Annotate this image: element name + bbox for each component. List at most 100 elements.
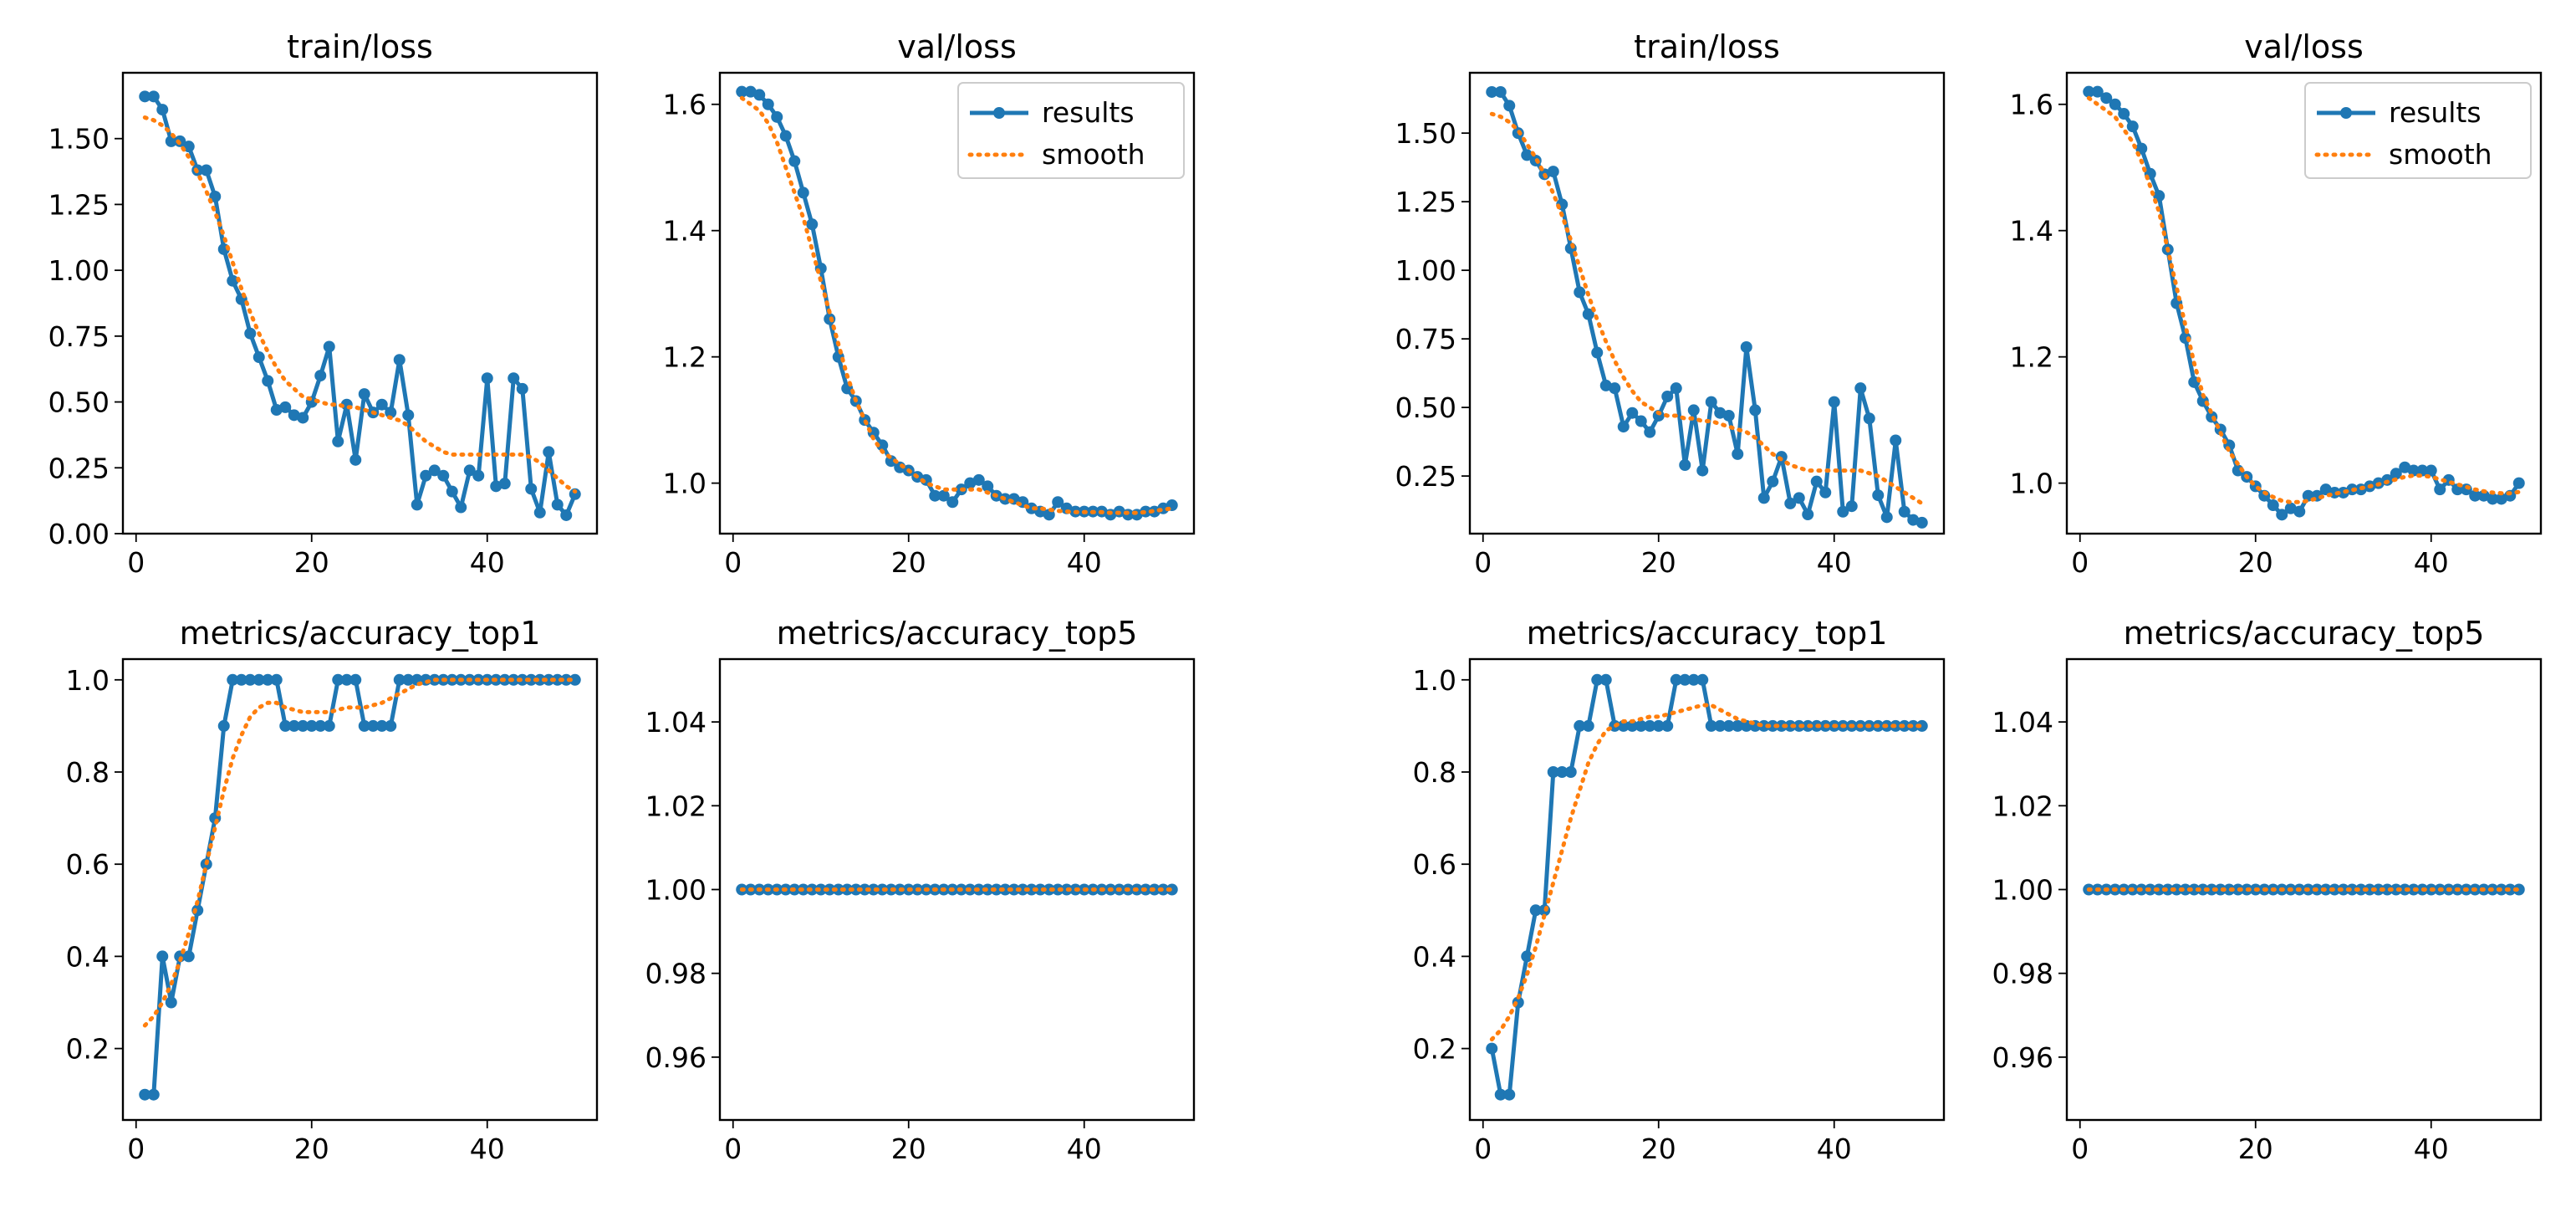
y-tick-label: 1.4 bbox=[663, 215, 706, 248]
plot-frame bbox=[718, 71, 1196, 535]
results-point bbox=[560, 673, 573, 686]
x-tick-label: 40 bbox=[1067, 1133, 1102, 1165]
results-point bbox=[2487, 493, 2499, 505]
results-point bbox=[1591, 346, 1604, 359]
results-point bbox=[525, 483, 538, 495]
y-tick-label: 0.96 bbox=[1992, 1041, 2053, 1074]
results-point bbox=[543, 446, 555, 458]
legend-smooth-label: smooth bbox=[2389, 138, 2492, 171]
results-point bbox=[1679, 673, 1691, 686]
results-point bbox=[937, 489, 950, 502]
results-point bbox=[2276, 509, 2288, 521]
chart-panel: val/loss 0 20 40 1.0 1.2 1.4 1.6 results smooth bbox=[663, 28, 1196, 579]
results-point bbox=[305, 719, 318, 732]
results-point bbox=[490, 480, 502, 493]
results-point bbox=[481, 372, 493, 385]
results-point bbox=[455, 501, 467, 514]
chart-panel: train/loss 0 20 40 0.25 0.50 0.75 1.00 1.25 1.50 bbox=[1395, 28, 1946, 579]
results-point bbox=[1828, 396, 1840, 408]
results-point bbox=[841, 883, 854, 896]
y-tick-label: 0.98 bbox=[645, 958, 706, 990]
results-point bbox=[235, 673, 247, 686]
results-point bbox=[1599, 379, 1612, 391]
results-point bbox=[393, 673, 406, 686]
x-tick-label: 20 bbox=[891, 546, 926, 579]
y-tick-label: 0.98 bbox=[1992, 958, 2053, 990]
results-point bbox=[569, 673, 581, 686]
results-point bbox=[1486, 85, 1498, 98]
results-point bbox=[1767, 719, 1779, 732]
results-point bbox=[525, 673, 538, 686]
results-point bbox=[1521, 149, 1533, 161]
results-point bbox=[1722, 409, 1735, 422]
results-point bbox=[1494, 85, 1507, 98]
y-tick-label: 0.2 bbox=[66, 1033, 110, 1066]
results-point bbox=[849, 883, 862, 896]
results-point bbox=[323, 719, 335, 732]
results-point bbox=[982, 480, 994, 493]
x-tick-label: 0 bbox=[2071, 1133, 2089, 1165]
results-point bbox=[2109, 98, 2121, 110]
results-point bbox=[1626, 407, 1639, 419]
results-point bbox=[1661, 391, 1674, 403]
y-tick-label: 0.00 bbox=[48, 518, 110, 550]
results-point bbox=[1564, 765, 1577, 778]
results-point bbox=[946, 496, 959, 509]
results-point bbox=[402, 409, 415, 422]
y-tick-label: 0.6 bbox=[66, 848, 110, 881]
y-tick-label: 1.02 bbox=[1992, 790, 2053, 822]
results-point bbox=[1626, 719, 1639, 732]
results-point bbox=[270, 404, 283, 417]
x-tick-label: 20 bbox=[294, 546, 329, 579]
results-point bbox=[279, 401, 292, 413]
x-tick-label: 20 bbox=[1641, 1133, 1676, 1165]
results-point bbox=[1574, 719, 1586, 732]
results-point bbox=[1582, 719, 1594, 732]
results-point bbox=[209, 190, 222, 202]
results-point bbox=[1503, 100, 1516, 112]
results-point bbox=[1670, 382, 1682, 395]
results-line bbox=[145, 678, 575, 1097]
results-point bbox=[2495, 493, 2507, 505]
plot-frame bbox=[1468, 657, 1946, 1122]
results-point bbox=[1740, 340, 1752, 353]
results-point bbox=[1599, 673, 1612, 686]
y-tick-label: 1.04 bbox=[645, 706, 706, 739]
chart-title: val/loss bbox=[897, 28, 1017, 65]
plot-frame bbox=[121, 71, 599, 535]
y-tick-label: 1.0 bbox=[66, 664, 110, 697]
results-point bbox=[270, 673, 283, 686]
results-point bbox=[551, 673, 564, 686]
results-point bbox=[2179, 883, 2191, 896]
results-point bbox=[1609, 382, 1621, 395]
results-point bbox=[972, 473, 985, 486]
results-point bbox=[139, 1088, 151, 1101]
y-tick-label: 1.50 bbox=[1395, 117, 1456, 150]
results-point bbox=[753, 89, 766, 101]
results-point bbox=[2083, 85, 2095, 98]
results-point bbox=[1679, 459, 1691, 472]
results-point bbox=[2399, 461, 2411, 473]
x-tick-label: 40 bbox=[2414, 546, 2449, 579]
y-tick-label: 1.0 bbox=[2010, 468, 2053, 500]
y-tick-label: 1.50 bbox=[48, 123, 110, 156]
results-point bbox=[867, 883, 880, 896]
x-tick-label: 0 bbox=[724, 546, 742, 579]
results-point bbox=[551, 499, 564, 511]
results-point bbox=[2284, 502, 2297, 514]
y-tick-label: 0.25 bbox=[1395, 460, 1456, 493]
y-tick-label: 0.75 bbox=[1395, 323, 1456, 355]
results-point bbox=[2118, 108, 2130, 120]
y-tick-label: 1.6 bbox=[2010, 89, 2053, 121]
results-point bbox=[1617, 719, 1630, 732]
plot-frame bbox=[2065, 71, 2543, 535]
results-point bbox=[332, 673, 344, 686]
y-tick-label: 0.6 bbox=[1413, 848, 1456, 881]
results-point bbox=[2170, 883, 2183, 896]
x-tick-label: 40 bbox=[470, 546, 505, 579]
results-point bbox=[2381, 883, 2394, 896]
results-point bbox=[2407, 464, 2420, 477]
results-point bbox=[1722, 719, 1735, 732]
legend-results-marker bbox=[993, 107, 1005, 119]
y-tick-label: 0.96 bbox=[645, 1041, 706, 1074]
